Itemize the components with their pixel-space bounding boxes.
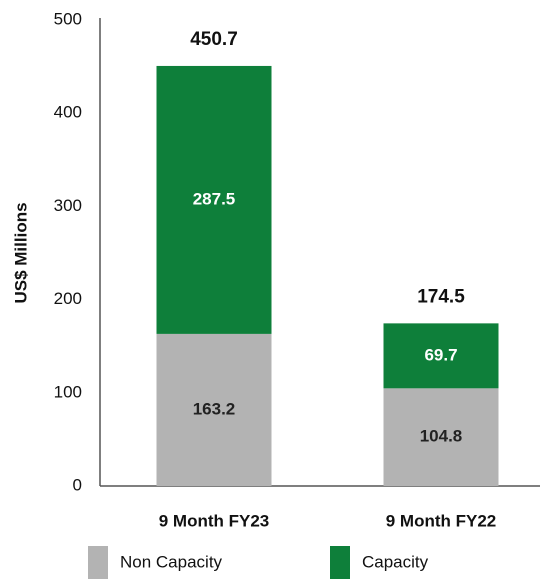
legend-swatch (88, 546, 108, 579)
y-tick-label: 0 (73, 475, 82, 494)
data-label: 69.7 (424, 345, 457, 364)
total-label: 174.5 (417, 286, 465, 307)
legend-label: Capacity (362, 552, 429, 571)
x-tick-label: 9 Month FY22 (386, 511, 497, 530)
bar-segment (156, 333, 272, 486)
total-label: 450.7 (190, 29, 238, 50)
y-axis-label: US$ Millions (11, 202, 30, 303)
legend-label: Non Capacity (120, 552, 223, 571)
legend-swatch (330, 546, 350, 579)
bar-segment (156, 65, 272, 334)
y-tick-label: 300 (54, 196, 82, 215)
data-label: 163.2 (193, 399, 236, 418)
y-tick-label: 500 (54, 9, 82, 28)
bar-segment (383, 388, 499, 486)
y-tick-label: 200 (54, 289, 82, 308)
x-tick-label: 9 Month FY23 (159, 511, 270, 530)
y-tick-label: 100 (54, 382, 82, 401)
y-tick-label: 400 (54, 103, 82, 122)
data-label: 104.8 (420, 427, 463, 446)
data-label: 287.5 (193, 189, 236, 208)
bar-segment (383, 323, 499, 389)
